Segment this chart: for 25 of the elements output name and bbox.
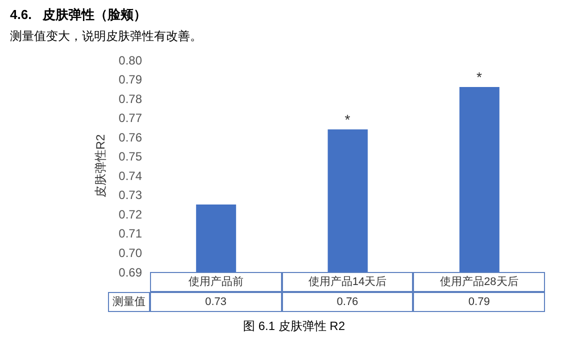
annotation: *: [344, 111, 351, 128]
y-tick-label: 0.78: [118, 92, 142, 106]
y-tick-label: 0.69: [118, 265, 142, 280]
caption: 图 6.1 皮肤弹性 R2: [242, 318, 346, 335]
x-tick-label: 使用产品14天后: [282, 272, 414, 292]
annotation: *: [476, 68, 482, 85]
chart-subtitle: 测量值变大，说明皮肤弹性有改善。: [10, 28, 202, 45]
chart-title: 4.6. 皮肤弹性（脸颊）: [10, 6, 147, 24]
y-axis-title: 皮肤弹性R2: [92, 134, 108, 198]
y-tick-label: 0.77: [118, 111, 142, 126]
y-tick-label: 0.72: [118, 207, 142, 222]
y-tick-label: 0.75: [118, 150, 142, 164]
text: 测量值: [108, 292, 150, 312]
y-tick-label: 0.71: [118, 226, 142, 241]
y-tick-label: 0.80: [118, 53, 142, 68]
data-label: 0.79: [413, 292, 545, 312]
y-tick-label: 0.70: [118, 246, 142, 260]
y-tick-label: 0.76: [118, 130, 142, 144]
data-label: 0.76: [282, 292, 414, 312]
y-tick-label: 0.73: [118, 188, 142, 202]
y-tick-label: 0.74: [118, 168, 142, 183]
x-tick-label: 使用产品28天后: [413, 272, 545, 292]
y-tick-label: 0.79: [118, 72, 142, 87]
data-label: 0.73: [150, 292, 282, 312]
x-tick-label: 使用产品前: [150, 272, 282, 292]
